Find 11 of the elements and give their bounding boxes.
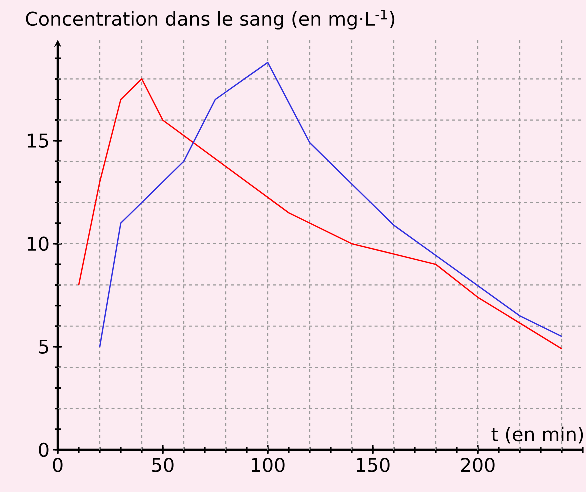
x-tick-label: 50 xyxy=(152,458,174,472)
y-tick-label: 5 xyxy=(39,340,48,354)
x-tick-label: 100 xyxy=(252,458,285,472)
x-tick-label: 200 xyxy=(461,458,495,472)
x-tick-label: 150 xyxy=(357,458,390,472)
y-tick-label: 0 xyxy=(39,442,49,458)
x-axis-title: t (en min) xyxy=(492,426,584,444)
y-tick-label: 15 xyxy=(28,134,48,148)
y-axis-title: Concentration dans le sang (en mg·L$^{-1}$) xyxy=(26,10,395,30)
x-tick-label: 0 xyxy=(53,458,63,472)
y-tick-label: 10 xyxy=(28,236,49,252)
